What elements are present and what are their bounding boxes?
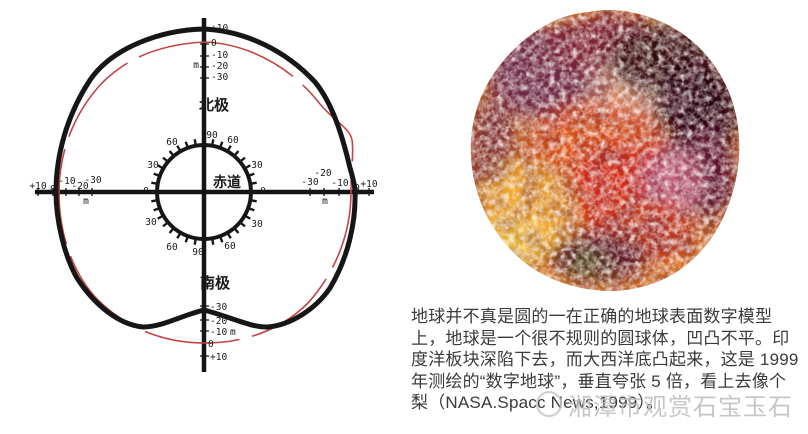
diagram-label: 0 <box>143 186 149 197</box>
diagram-label: 30 <box>251 160 263 171</box>
diagram-label: -20 <box>314 168 331 179</box>
diagram-label: -20 <box>210 316 227 327</box>
diagram-label: -10 <box>331 178 348 189</box>
diagram-label: 0 <box>354 183 360 194</box>
diagram-label: m <box>83 196 89 207</box>
diagram-label: 30 <box>147 160 159 171</box>
diagram-label: 0 <box>50 184 56 195</box>
diagram-label: m <box>230 327 236 338</box>
diagram-label: 90 <box>192 247 204 258</box>
diagram-label: -20 <box>211 61 228 72</box>
earth-model-surface <box>470 10 740 291</box>
latitude-ring-ticks <box>150 138 258 246</box>
diagram-label: +10 <box>211 23 228 34</box>
diagram-label: 30 <box>145 217 157 228</box>
caption-line: 度洋板块深陷下去，而大西洋底凸起来，这是 1999 <box>411 350 799 369</box>
diagram-axes <box>35 18 374 372</box>
diagram-label: -30 <box>211 72 228 83</box>
diagram-label: 0 <box>208 339 214 350</box>
diagram-label: +10 <box>210 352 227 363</box>
diagram-label: -10 <box>211 50 228 61</box>
diagram-label: -10 <box>210 327 227 338</box>
diagram-label: 赤道 <box>213 174 241 191</box>
reference-ellipsoid-curve <box>58 41 354 344</box>
diagram-label: 30 <box>251 219 263 230</box>
diagram-label: -30 <box>84 175 101 186</box>
diagram-label: 南极 <box>200 274 231 292</box>
caption-line: 梨（NASA.Spacc News,1999）。 <box>411 393 664 412</box>
diagram-label: 0 <box>211 38 217 49</box>
caption-line: 上，地球是一个很不规则的圆球体，凹凸不平。印 <box>411 328 790 348</box>
diagram-label: -10 <box>58 176 75 187</box>
diagram-label: 60 <box>166 242 178 253</box>
caption: 地球并不真是圆的一在正确的地球表面数字模型 上，地球是一个很不规则的圆球体，凹凸… <box>411 306 803 414</box>
diagram-label: 60 <box>227 135 239 146</box>
diagram-label: +10 <box>29 181 46 192</box>
caption-line: 年测绘的“数字地球”，垂直夸张 5 倍，看上去像个 <box>411 371 787 391</box>
diagram-label: 北极 <box>199 96 230 114</box>
diagram-label: -30 <box>301 177 318 188</box>
diagram-label: m <box>193 60 199 71</box>
earth-model-image <box>470 10 740 291</box>
diagram-label: -30 <box>210 302 227 313</box>
caption-line: 地球并不真是圆的一在正确的地球表面数字模型 <box>411 307 773 326</box>
diagram-label: m <box>322 196 328 207</box>
diagram-label: 90 <box>206 130 218 141</box>
diagram-label: 60 <box>224 241 236 252</box>
diagram-label: -20 <box>71 181 88 192</box>
geoid-curve <box>53 26 358 330</box>
diagram-label: +10 <box>360 179 377 190</box>
diagram-label: 60 <box>166 137 178 148</box>
diagram-label: 0 <box>260 186 266 197</box>
